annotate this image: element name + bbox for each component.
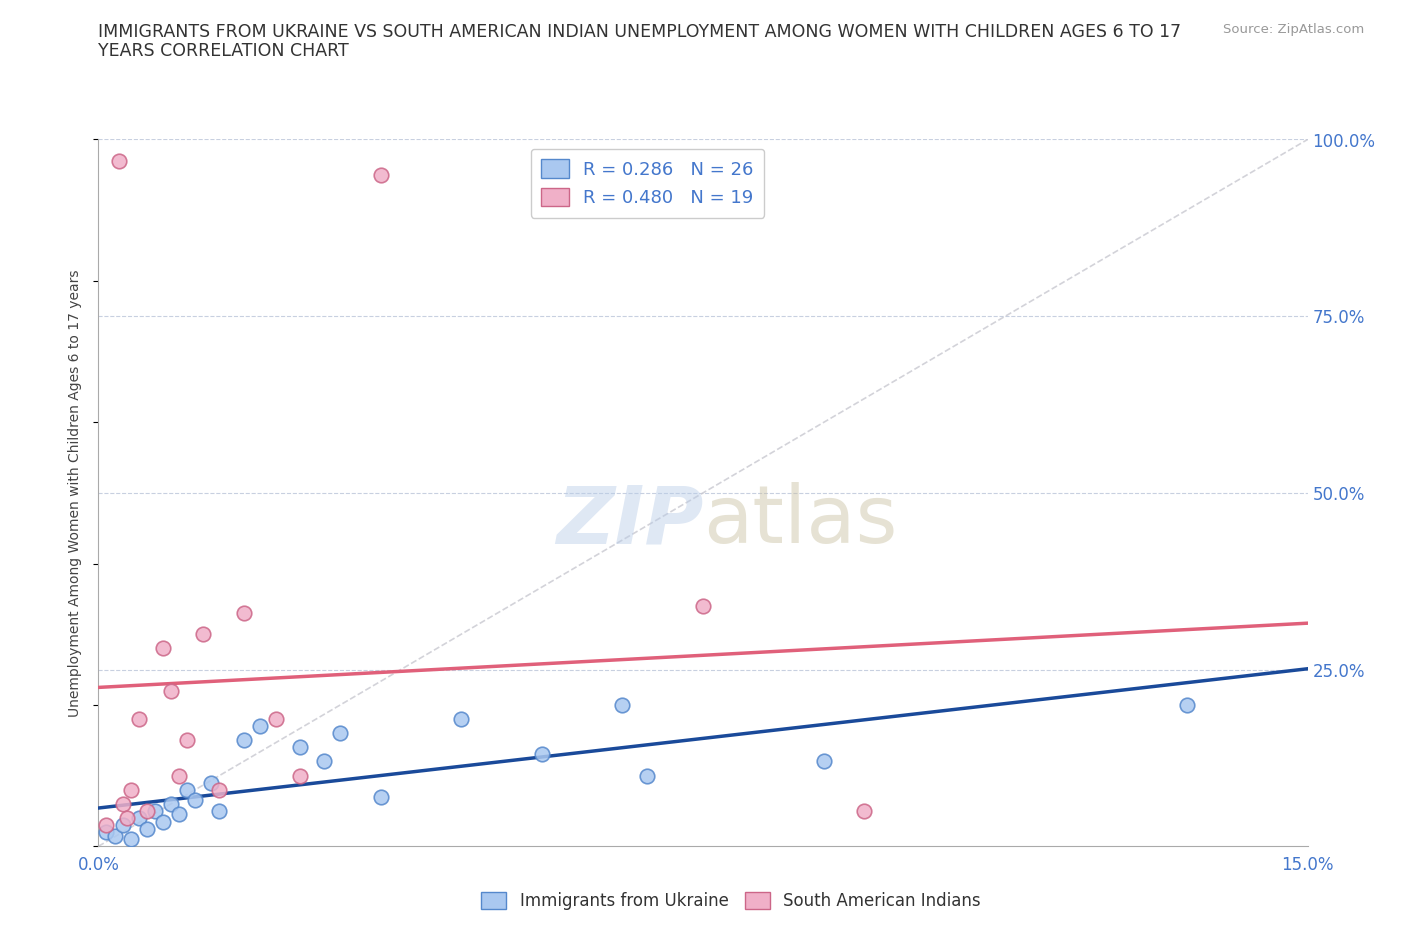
Point <box>111 796 134 811</box>
Text: atlas: atlas <box>703 482 897 560</box>
Point <box>176 733 198 748</box>
Point <box>160 796 183 811</box>
Text: YEARS CORRELATION CHART: YEARS CORRELATION CHART <box>98 42 349 60</box>
Point <box>1175 698 1198 712</box>
Point <box>200 776 222 790</box>
Point <box>96 817 118 832</box>
Text: IMMIGRANTS FROM UKRAINE VS SOUTH AMERICAN INDIAN UNEMPLOYMENT AMONG WOMEN WITH C: IMMIGRANTS FROM UKRAINE VS SOUTH AMERICA… <box>98 23 1181 41</box>
Point <box>176 782 198 797</box>
Point <box>167 768 190 783</box>
Point <box>143 804 166 818</box>
Point <box>208 782 231 797</box>
Point <box>107 153 129 168</box>
Legend: R = 0.286   N = 26, R = 0.480   N = 19: R = 0.286 N = 26, R = 0.480 N = 19 <box>530 149 765 218</box>
Text: Source: ZipAtlas.com: Source: ZipAtlas.com <box>1223 23 1364 36</box>
Point <box>135 804 157 818</box>
Point <box>184 793 207 808</box>
Point <box>370 167 392 182</box>
Point <box>612 698 634 712</box>
Point <box>152 641 174 656</box>
Point <box>530 747 553 762</box>
Point <box>370 790 392 804</box>
Point <box>120 831 142 846</box>
Point <box>264 711 287 726</box>
Point <box>115 811 138 826</box>
Point <box>120 782 142 797</box>
Point <box>135 821 157 836</box>
Point <box>167 807 190 822</box>
Point <box>692 599 714 614</box>
Point <box>232 733 254 748</box>
Point <box>96 825 118 840</box>
Text: ZIP: ZIP <box>555 482 703 560</box>
Point <box>128 811 150 826</box>
Point <box>232 605 254 620</box>
Y-axis label: Unemployment Among Women with Children Ages 6 to 17 years: Unemployment Among Women with Children A… <box>69 269 83 717</box>
Point <box>103 829 125 844</box>
Point <box>329 725 352 740</box>
Point <box>249 719 271 734</box>
Point <box>152 814 174 829</box>
Point <box>111 817 134 832</box>
Point <box>853 804 876 818</box>
Point <box>813 754 835 769</box>
Point <box>193 627 215 642</box>
Point <box>314 754 336 769</box>
Point <box>288 740 311 755</box>
Point <box>450 711 472 726</box>
Point <box>208 804 231 818</box>
Point <box>160 684 183 698</box>
Point <box>636 768 658 783</box>
Legend: Immigrants from Ukraine, South American Indians: Immigrants from Ukraine, South American … <box>475 885 987 917</box>
Point <box>288 768 311 783</box>
Point <box>128 711 150 726</box>
